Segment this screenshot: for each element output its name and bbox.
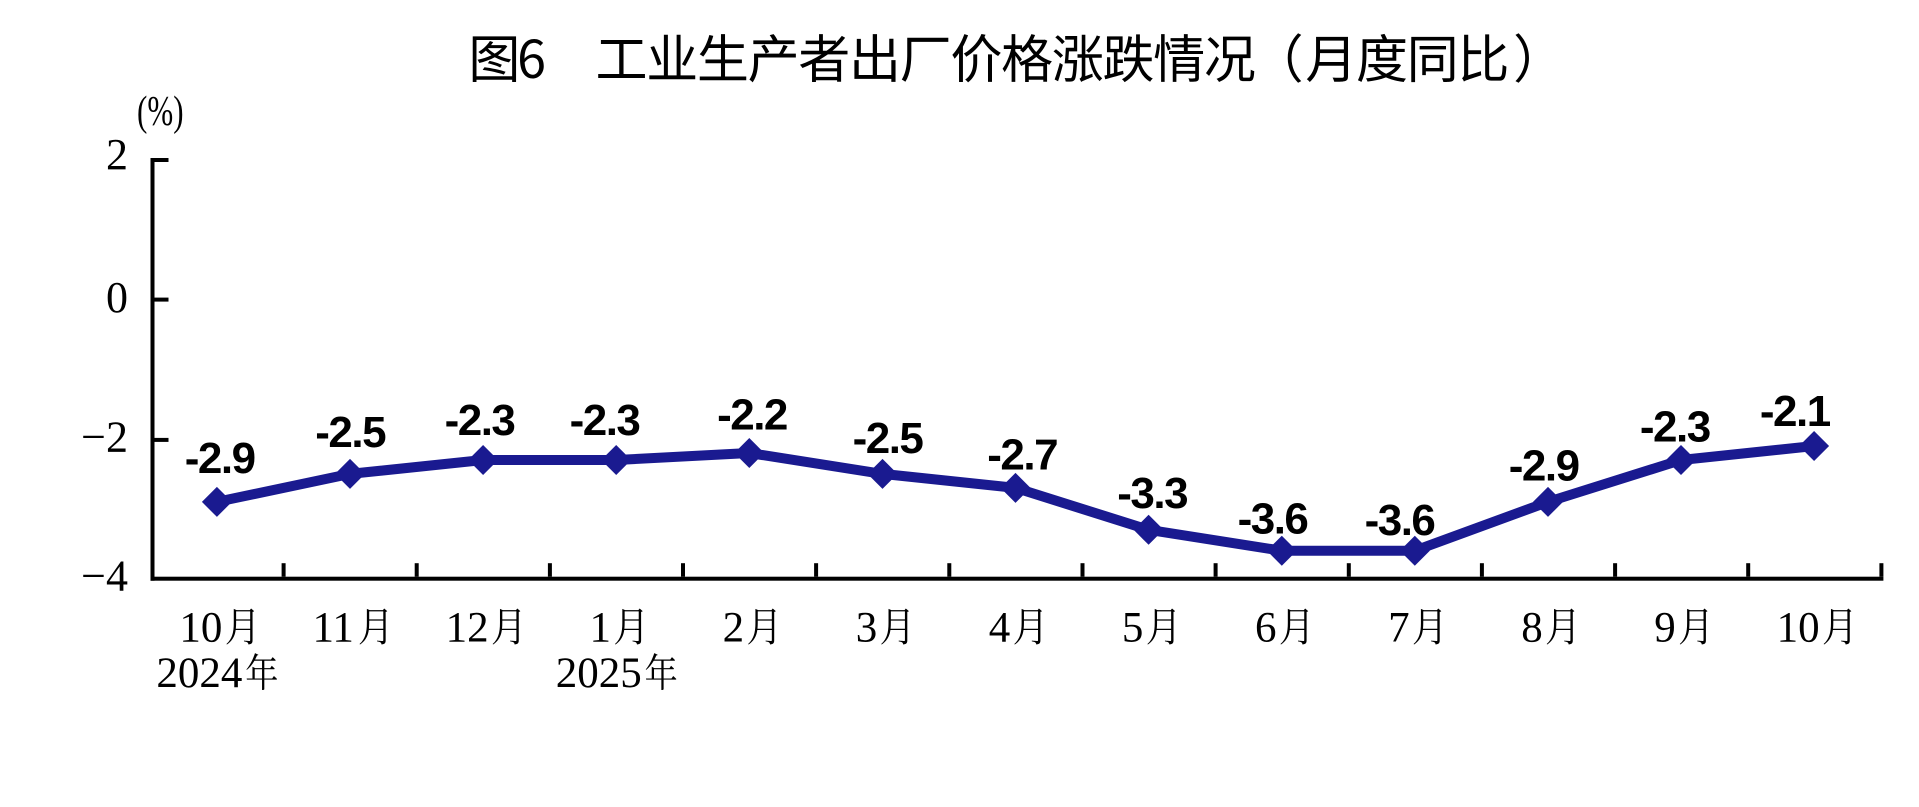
svg-text:-2.2: -2.2 (717, 391, 787, 440)
svg-text:-3.3: -3.3 (1117, 469, 1187, 518)
svg-text:10: 10 (1777, 604, 1820, 651)
svg-text:10: 10 (179, 604, 222, 651)
svg-text:-3.6: -3.6 (1365, 496, 1435, 545)
svg-text:-2.9: -2.9 (185, 434, 255, 483)
svg-text:11: 11 (313, 604, 354, 651)
svg-text:12: 12 (446, 604, 489, 651)
svg-text:−2: −2 (81, 412, 128, 461)
svg-text:2: 2 (723, 604, 745, 651)
svg-text:5: 5 (1122, 604, 1144, 651)
svg-text:6: 6 (1255, 604, 1277, 651)
svg-text:7: 7 (1388, 604, 1410, 651)
svg-text:1: 1 (590, 604, 612, 651)
svg-text:-2.5: -2.5 (853, 414, 924, 463)
svg-text:-2.5: -2.5 (315, 408, 386, 457)
svg-text:0: 0 (106, 273, 128, 322)
svg-text:4: 4 (989, 604, 1011, 651)
svg-text:-2.3: -2.3 (570, 396, 640, 445)
svg-text:2: 2 (106, 130, 128, 179)
svg-text:-2.3: -2.3 (1640, 402, 1710, 451)
svg-text:-2.3: -2.3 (445, 396, 515, 445)
svg-text:3: 3 (856, 604, 878, 651)
svg-text:8: 8 (1521, 604, 1543, 651)
svg-text:(%): (%) (137, 89, 184, 135)
svg-text:9: 9 (1654, 604, 1676, 651)
svg-text:-2.1: -2.1 (1760, 387, 1831, 436)
svg-text:-2.7: -2.7 (987, 431, 1057, 480)
svg-text:2025: 2025 (556, 650, 642, 697)
svg-text:2024: 2024 (156, 650, 242, 697)
svg-text:-2.9: -2.9 (1509, 442, 1579, 491)
svg-text:-3.6: -3.6 (1238, 495, 1308, 544)
svg-text:−4: −4 (81, 552, 128, 601)
